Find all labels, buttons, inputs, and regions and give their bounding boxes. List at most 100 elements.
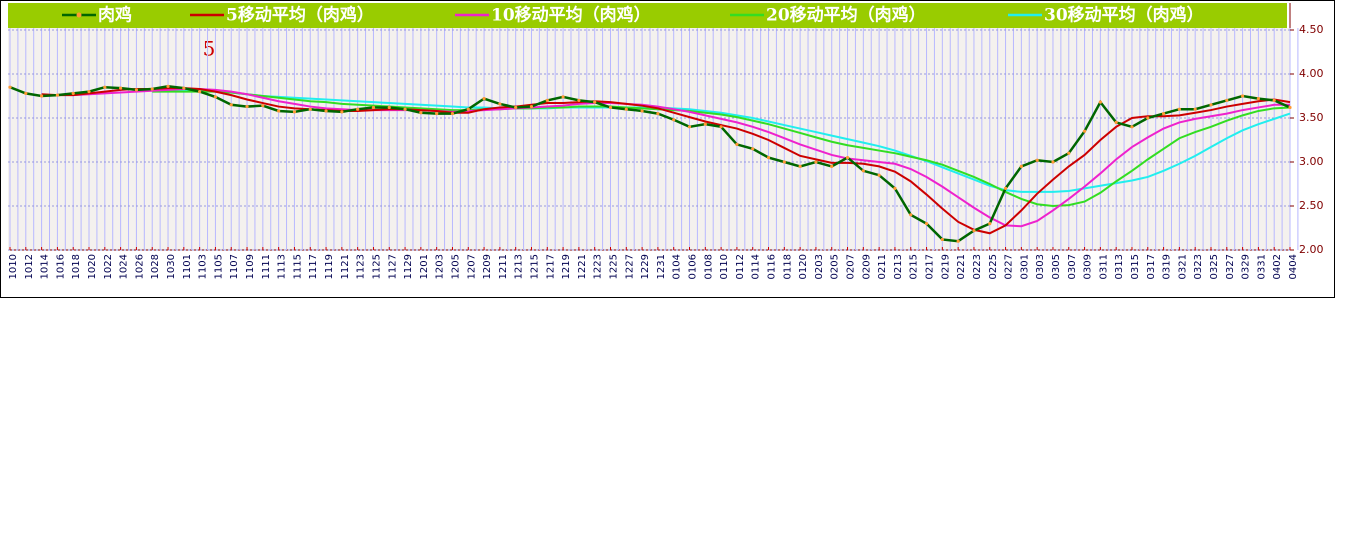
x-tick-label: 0118 — [782, 254, 793, 279]
legend-label: 30移动平均（肉鸡） — [1044, 5, 1204, 26]
point — [182, 86, 186, 90]
plot-background — [8, 28, 1290, 250]
series-line — [152, 88, 1291, 193]
x-tick-label: 1105 — [213, 254, 224, 279]
x-tick-label: 1215 — [529, 254, 540, 279]
series-line — [152, 90, 1291, 208]
point — [893, 186, 897, 190]
x-tick-label: 1129 — [403, 254, 414, 279]
x-tick-label: 1010 — [8, 254, 19, 279]
x-tick-label: 1211 — [498, 254, 509, 279]
point — [1240, 94, 1245, 98]
point — [1067, 151, 1071, 155]
x-tick-label: 1119 — [324, 254, 335, 279]
point — [1256, 97, 1260, 101]
point — [1225, 98, 1229, 102]
x-tick-label: 1205 — [450, 254, 461, 279]
point — [466, 107, 470, 111]
x-tick-label: 0301 — [1019, 254, 1030, 279]
point — [134, 88, 139, 92]
point — [277, 109, 281, 113]
x-tick-label: 0309 — [1083, 254, 1094, 279]
point — [1193, 107, 1197, 111]
x-tick-label: 1101 — [182, 254, 193, 279]
x-tick-label: 0205 — [830, 254, 841, 279]
legend-marker — [76, 12, 82, 18]
x-tick-label: 0116 — [767, 254, 778, 279]
point — [1177, 107, 1181, 111]
x-tick-label: 0219 — [940, 254, 951, 279]
point — [103, 85, 107, 89]
x-tick-label: 1231 — [656, 254, 667, 279]
point — [719, 125, 723, 129]
x-tick-label: 1227 — [624, 254, 635, 279]
point — [861, 169, 865, 173]
x-tick-label: 1012 — [24, 254, 35, 279]
x-tick-label: 1125 — [371, 254, 382, 279]
series-line — [41, 87, 1291, 235]
x-tick-label: 1020 — [87, 254, 98, 279]
x-tick-label: 1026 — [134, 254, 145, 279]
point — [87, 90, 91, 94]
point — [1114, 120, 1118, 124]
x-tick-label: 0209 — [861, 254, 872, 279]
point — [308, 107, 312, 111]
x-tick-label: 0225 — [988, 254, 999, 279]
x-tick-label: 0315 — [1130, 254, 1141, 279]
point — [830, 164, 834, 168]
x-tick-label: 0110 — [719, 254, 730, 279]
point — [340, 110, 344, 114]
x-tick-label: 1115 — [292, 254, 303, 279]
point — [1019, 164, 1023, 168]
x-tick-label: 1117 — [308, 254, 319, 279]
x-tick-label: 0221 — [956, 254, 967, 279]
x-tick-label: 0303 — [1035, 254, 1046, 279]
legend-label: 20移动平均（肉鸡） — [766, 5, 926, 26]
point — [245, 104, 249, 109]
point — [1288, 105, 1292, 110]
point — [229, 103, 233, 107]
point — [1098, 100, 1102, 104]
point — [735, 142, 739, 146]
x-tick-label: 1209 — [482, 254, 493, 279]
point — [545, 98, 549, 102]
x-tick-label: 0217 — [925, 254, 936, 279]
x-tick-label: 1109 — [245, 254, 256, 279]
x-tick-label: 1016 — [55, 254, 66, 279]
y-tick-label: 2.50 — [1299, 199, 1324, 212]
point — [55, 93, 60, 97]
point — [1161, 112, 1166, 116]
point — [988, 222, 992, 226]
x-tick-label: 1223 — [593, 254, 604, 279]
point — [292, 110, 297, 114]
point — [1209, 103, 1213, 107]
point — [624, 107, 628, 111]
x-tick-label: 1219 — [561, 254, 572, 279]
x-tick-label: 1225 — [608, 254, 619, 279]
point — [403, 107, 407, 111]
x-tick-label: 0106 — [688, 254, 699, 279]
point — [656, 112, 660, 116]
x-tick-label: 1024 — [119, 254, 130, 279]
point — [419, 111, 423, 115]
series-line — [73, 87, 1290, 228]
x-tick-label: 1103 — [198, 254, 209, 279]
x-tick-label: 1028 — [150, 254, 161, 279]
x-tick-label: 0213 — [893, 254, 904, 279]
point — [324, 109, 328, 113]
x-tick-label: 1127 — [387, 254, 398, 279]
x-tick-label: 1213 — [514, 254, 525, 279]
point — [482, 97, 486, 101]
x-tick-label: 1014 — [40, 254, 51, 279]
point — [593, 100, 597, 104]
x-tick-label: 1121 — [340, 254, 351, 279]
x-tick-label: 1123 — [356, 254, 367, 279]
x-tick-label: 1217 — [545, 254, 556, 279]
x-tick-label: 0317 — [1146, 254, 1157, 279]
point — [577, 98, 581, 102]
legend-label: 10移动平均（肉鸡） — [491, 5, 651, 26]
y-tick-label: 3.00 — [1299, 155, 1324, 168]
point — [387, 105, 391, 110]
